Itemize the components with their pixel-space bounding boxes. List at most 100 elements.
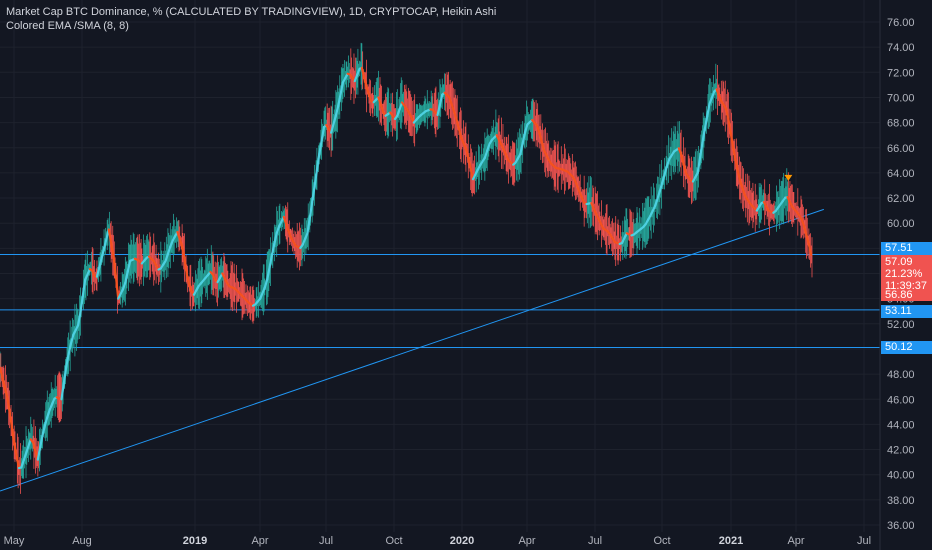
ema-segment <box>656 189 661 201</box>
ema-segment <box>464 147 470 159</box>
ema-segment <box>661 173 666 185</box>
ema-segment <box>311 185 316 204</box>
ema-segment <box>110 241 115 258</box>
ema-segment <box>379 103 385 113</box>
y-tick-label: 44.00 <box>887 419 915 431</box>
ema-segment <box>183 257 188 276</box>
ema-segment <box>62 365 68 385</box>
y-tick-label: 68.00 <box>887 118 915 130</box>
legend-indicator-line[interactable]: Colored EMA /SMA (8, 8) <box>6 20 129 32</box>
y-tick-label: 46.00 <box>887 394 915 406</box>
ema-segment <box>396 107 401 117</box>
ema-segment <box>732 146 737 161</box>
ema-segment <box>540 140 546 152</box>
ema-segment <box>736 170 742 183</box>
ema-segment <box>724 107 730 121</box>
x-tick-label: Jul <box>319 535 333 547</box>
y-tick-label: 42.00 <box>887 445 915 457</box>
ema-segment <box>268 253 274 269</box>
x-tick-label: Oct <box>653 535 670 547</box>
ema-segment <box>60 381 65 401</box>
ema-segment <box>65 353 70 369</box>
ema-segment <box>114 274 120 300</box>
ema-segment <box>79 295 84 314</box>
ema-segment <box>100 247 106 259</box>
ema-segment <box>469 167 475 181</box>
x-tick-label: Jul <box>588 535 602 547</box>
ema-segment <box>81 278 87 298</box>
x-tick-label: Apr <box>787 535 804 547</box>
ema-segment <box>121 281 127 291</box>
ema-segment <box>39 433 44 449</box>
ema-segment <box>266 265 271 281</box>
ema-segment <box>486 142 491 152</box>
ema-segment <box>523 123 529 134</box>
ema-segment <box>665 157 671 168</box>
ema-segment <box>185 273 191 286</box>
ema-segment <box>95 266 101 278</box>
ema-segment <box>377 96 382 106</box>
ema-segment <box>1 376 6 389</box>
ema-segment <box>807 243 813 256</box>
ema-segment <box>22 452 28 462</box>
x-tick-label: Jul <box>857 535 871 547</box>
ema-segment <box>332 114 337 126</box>
ema-segment <box>696 156 702 174</box>
signal-triangle <box>784 174 793 181</box>
ema-segment <box>263 278 269 289</box>
ema-segment <box>166 245 172 255</box>
ema-segment <box>20 459 25 469</box>
trendline <box>0 208 824 492</box>
ema-segment <box>318 139 323 156</box>
ema-segment <box>313 169 319 188</box>
y-tick-label: 40.00 <box>887 470 915 482</box>
x-tick-label: Oct <box>385 535 402 547</box>
ema-segment <box>436 103 441 117</box>
ema-segment <box>457 127 463 139</box>
ema-segment <box>701 128 706 144</box>
ema-segment <box>363 76 368 89</box>
ema-segment <box>727 118 732 135</box>
ema-segment <box>178 237 184 248</box>
ema-segment <box>698 141 704 159</box>
ema-segment <box>285 222 290 233</box>
ema-segment <box>483 149 489 159</box>
x-tick-label: Apr <box>251 535 268 547</box>
y-tick-label: 72.00 <box>887 67 915 79</box>
ema-segment <box>98 256 103 269</box>
trendline-group[interactable] <box>0 208 824 492</box>
ema-segment <box>124 270 129 284</box>
signal-marker <box>784 174 793 181</box>
ema-segment <box>102 237 108 250</box>
ema-segment <box>3 386 9 398</box>
ema-segment <box>270 242 276 256</box>
ema-segment <box>308 201 314 219</box>
ema-segment <box>13 442 18 457</box>
ema-segment <box>658 181 664 193</box>
ema-segment <box>41 424 47 436</box>
ema-segment <box>455 118 460 130</box>
y-tick-label: 76.00 <box>887 17 915 29</box>
ema-segment <box>741 187 747 197</box>
legend-symbol-line[interactable]: Market Cap BTC Dominance, % (CALCULATED … <box>6 6 497 18</box>
ema-segment <box>706 102 711 118</box>
ema-segment <box>282 215 288 226</box>
ema-segment <box>5 395 11 412</box>
y-tick-label: 62.00 <box>887 193 915 205</box>
ema-segment <box>800 218 806 228</box>
ema-segment <box>452 110 458 121</box>
ema-segment <box>112 255 117 278</box>
chart-legend: Market Cap BTC Dominance, % (CALCULATED … <box>6 5 496 33</box>
ema-segment <box>176 230 181 241</box>
ema-segment <box>164 252 170 263</box>
ema-segment <box>32 441 37 453</box>
ema-segment <box>15 454 21 470</box>
x-tick-label: Aug <box>72 535 92 547</box>
y-tick-label: 70.00 <box>887 92 915 104</box>
ema-segment <box>467 156 472 170</box>
ema-segment <box>703 115 709 131</box>
prev-close-label: 56.86 <box>881 289 932 301</box>
grid <box>0 0 880 532</box>
ema-segment <box>663 164 669 176</box>
